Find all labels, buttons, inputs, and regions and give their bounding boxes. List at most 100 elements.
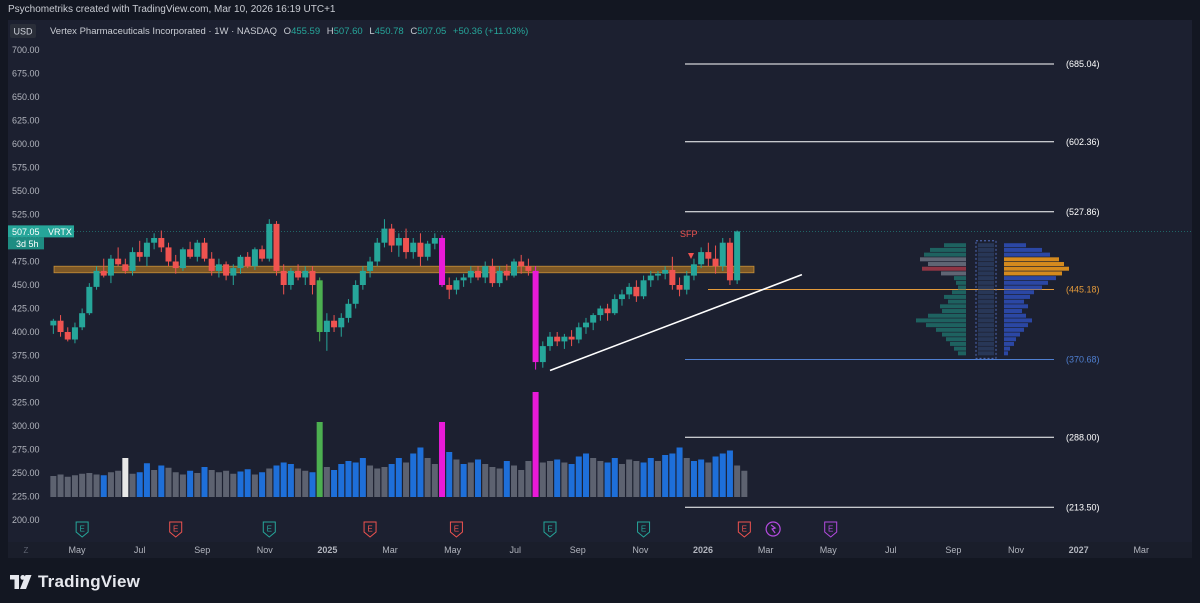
profile-center-cell [978, 266, 994, 271]
price-tick-label: 625.00 [12, 116, 40, 126]
profile-right-bar [1004, 304, 1028, 309]
time-tick-label: Mar [758, 545, 774, 555]
earnings-badge-icon [737, 521, 751, 538]
earnings-marker[interactable]: E [543, 521, 557, 538]
volume-bar [489, 467, 496, 497]
earnings-marker[interactable]: E [169, 521, 183, 538]
earnings-marker[interactable]: E [75, 521, 89, 538]
candle-body [151, 238, 158, 243]
last-price-tag[interactable]: 507.05 VRTX 3d 5h [8, 225, 74, 250]
candle-body [640, 280, 647, 297]
candle-body [367, 261, 374, 271]
legend-close-value: 507.05 [417, 26, 446, 37]
volume-bar [100, 475, 107, 497]
volume-bar [259, 472, 266, 497]
volume-bar [129, 473, 136, 497]
profile-right-bar [1004, 332, 1020, 337]
volume-bar [158, 465, 165, 497]
level-label: (445.18) [1066, 285, 1100, 295]
dividend-icon [765, 521, 781, 537]
price-tick-label: 425.00 [12, 304, 40, 314]
candle-body [79, 313, 86, 328]
price-tag-countdown: 3d 5h [16, 239, 39, 249]
earnings-badge-icon [262, 521, 276, 538]
candle-body [410, 242, 417, 253]
earnings-marker[interactable]: E [824, 521, 838, 538]
volume-bar [496, 468, 503, 497]
candle-body [568, 336, 575, 340]
chart-credit: Psychometriks created with TradingView.c… [8, 4, 336, 15]
candle-body [352, 285, 359, 304]
time-tick-label: Nov [257, 545, 274, 555]
price-tick-label: 575.00 [12, 163, 40, 173]
price-tick-label: 350.00 [12, 374, 40, 384]
earnings-marker[interactable] [765, 521, 781, 537]
earnings-marker[interactable]: E [363, 521, 377, 538]
candle-body [719, 242, 726, 267]
earnings-marker[interactable]: E [262, 521, 276, 538]
volume-bar [179, 474, 186, 497]
candle-body [698, 252, 705, 265]
price-tag-price: 507.05 [12, 227, 40, 237]
time-tick-label: 2027 [1069, 545, 1089, 555]
candle-body [273, 223, 280, 271]
time-axis-corner[interactable]: Z [24, 546, 29, 555]
volume-bar [86, 473, 93, 497]
volume-bar [626, 459, 633, 497]
currency-badge[interactable]: USD [13, 27, 33, 37]
volume-bar [331, 470, 338, 497]
profile-right-bar [1004, 271, 1062, 276]
time-tick-label: Mar [382, 545, 398, 555]
volume-bar [273, 465, 280, 497]
candle-body [309, 270, 316, 285]
time-tick-label: Sep [945, 545, 961, 555]
price-chart[interactable]: (685.04) (602.36) (527.86) (445.18) (370.68)… [8, 20, 1200, 558]
volume-bar [475, 459, 482, 497]
volume-bar [554, 459, 561, 497]
candle-body [345, 303, 352, 318]
candle-body [223, 264, 230, 276]
profile-left-bar [930, 247, 966, 252]
candle-body [50, 320, 57, 326]
candle-body [122, 264, 129, 271]
profile-right-bar [1004, 337, 1016, 342]
price-tick-label: 225.00 [12, 492, 40, 502]
earnings-marker[interactable]: E [737, 521, 751, 538]
volume-bar [676, 447, 683, 497]
volume-bar [734, 465, 741, 497]
candle-body [302, 270, 309, 278]
candle-body [359, 270, 366, 285]
volume-bar [539, 462, 546, 497]
tradingview-logo[interactable]: TradingView [10, 572, 140, 592]
candle-body [496, 270, 503, 284]
chart-area[interactable]: (685.04) (602.36) (527.86) (445.18) (370.68)… [8, 20, 1200, 558]
volume-bar [575, 456, 582, 497]
candle-body [57, 320, 64, 332]
resistance-zone [53, 265, 755, 274]
volume-bar [151, 470, 158, 497]
earnings-marker[interactable]: E [449, 521, 463, 538]
earnings-marker[interactable]: E [637, 521, 651, 538]
profile-center-cell [978, 285, 994, 290]
volume-bar [194, 473, 201, 497]
volume-bar [237, 471, 244, 497]
candle-body [460, 277, 467, 281]
candle-body [467, 270, 474, 278]
price-tick-label: 475.00 [12, 257, 40, 267]
candle-body [165, 247, 172, 262]
ascending-trendline[interactable] [549, 273, 803, 372]
price-tick-label: 650.00 [12, 92, 40, 102]
profile-center-cell [978, 327, 994, 332]
candle-body [575, 327, 582, 340]
volume-bar [662, 455, 669, 497]
legend-change: +50.36 (+11.03%) [453, 26, 528, 37]
earnings-label: E [742, 525, 747, 534]
time-tick-label: Jul [509, 545, 521, 555]
candle-body [597, 308, 604, 316]
profile-right-bar [1004, 299, 1024, 304]
profile-center-cell [978, 318, 994, 323]
profile-left-bar [958, 285, 966, 290]
volume-bar [604, 462, 611, 497]
candle-body [323, 320, 330, 332]
volume-bar [215, 472, 222, 497]
